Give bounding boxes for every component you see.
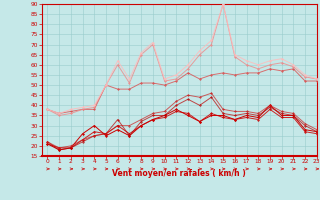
X-axis label: Vent moyen/en rafales ( km/h ): Vent moyen/en rafales ( km/h ) [112,169,246,178]
